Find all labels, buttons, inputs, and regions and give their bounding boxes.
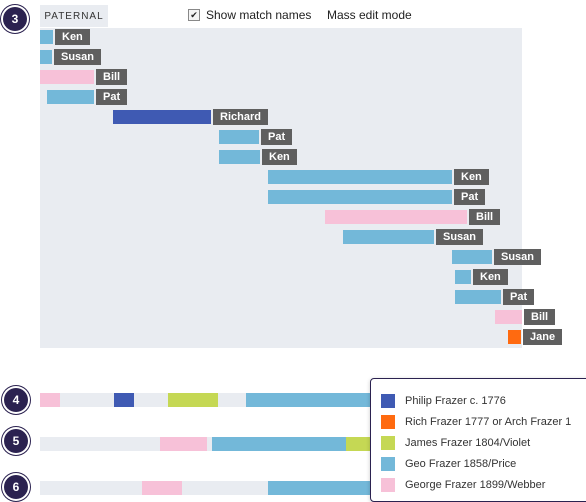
segment-bar[interactable] (455, 270, 471, 284)
show-match-names-option[interactable]: ✔ Show match names (188, 8, 311, 22)
segment-name-label[interactable]: Bill (469, 209, 501, 225)
segment-bar[interactable] (40, 50, 52, 64)
legend-swatch (381, 436, 395, 450)
segment-bar[interactable] (343, 230, 434, 244)
segment-bar[interactable] (268, 190, 452, 204)
legend-item[interactable]: George Frazer 1899/Webber (381, 477, 545, 493)
segment-bar[interactable] (325, 210, 467, 224)
segment-bar[interactable] (40, 70, 94, 84)
segment-name-label[interactable]: Susan (494, 249, 542, 265)
segment-bar[interactable] (452, 250, 492, 264)
legend-swatch (381, 394, 395, 408)
segment-bar[interactable] (40, 30, 53, 44)
segment-bar[interactable] (40, 393, 60, 407)
mass-edit-mode-label: Mass edit mode (327, 8, 412, 22)
ancestor-legend-popup: Philip Frazer c. 1776 Rich Frazer 1777 o… (370, 378, 586, 502)
segment-name-label[interactable]: Ken (55, 29, 90, 45)
legend-item[interactable]: Geo Frazer 1858/Price (381, 456, 516, 472)
segment-name-label[interactable]: Susan (54, 49, 102, 65)
segment-bar[interactable] (168, 393, 218, 407)
legend-item[interactable]: Philip Frazer c. 1776 (381, 393, 506, 409)
legend-label: George Frazer 1899/Webber (405, 479, 546, 491)
chromosome-number: 4 (12, 393, 20, 407)
chromosome-number: 5 (12, 434, 20, 448)
segment-name-label[interactable]: Bill (524, 309, 556, 325)
segment-name-label[interactable]: Richard (213, 109, 268, 125)
segment-name-label[interactable]: Pat (503, 289, 535, 305)
segment-bar[interactable] (219, 130, 259, 144)
segment-name-label[interactable]: Pat (96, 89, 128, 105)
segment-bar[interactable] (114, 393, 134, 407)
segment-bar[interactable] (47, 90, 94, 104)
segment-name-label[interactable]: Ken (262, 149, 297, 165)
legend-item[interactable]: Rich Frazer 1777 or Arch Frazer 1 (381, 414, 571, 430)
segment-name-label[interactable]: Jane (523, 329, 563, 345)
segment-bar[interactable] (508, 330, 521, 344)
chromosome-number-badge: 3 (3, 7, 27, 31)
legend-label: Philip Frazer c. 1776 (405, 395, 506, 407)
segment-name-label[interactable]: Bill (96, 69, 128, 85)
chromosome-number-badge: 5 (4, 429, 28, 453)
segment-bar[interactable] (268, 170, 452, 184)
segment-bar[interactable] (113, 110, 211, 124)
legend-label: Rich Frazer 1777 or Arch Frazer 1 (405, 416, 572, 428)
chromosome-number: 6 (12, 480, 20, 494)
chromosome-tab-paternal[interactable]: PATERNAL (40, 5, 108, 27)
segment-bar[interactable] (268, 481, 370, 495)
chromosome-number-badge: 6 (4, 475, 28, 499)
legend-label: Geo Frazer 1858/Price (405, 458, 517, 470)
segment-bar[interactable] (346, 437, 370, 451)
segment-bar[interactable] (142, 481, 182, 495)
segment-bar[interactable] (495, 310, 522, 324)
segment-bar[interactable] (455, 290, 501, 304)
segment-name-label[interactable]: Susan (436, 229, 484, 245)
segment-bar[interactable] (160, 437, 207, 451)
legend-label: James Frazer 1804/Violet (405, 437, 531, 449)
mass-edit-mode-button[interactable]: Mass edit mode (327, 8, 412, 22)
segment-name-label[interactable]: Ken (473, 269, 508, 285)
legend-item[interactable]: James Frazer 1804/Violet (381, 435, 530, 451)
segment-name-label[interactable]: Pat (261, 129, 293, 145)
segment-bar[interactable] (219, 150, 260, 164)
legend-swatch (381, 478, 395, 492)
chromosome-number: 3 (11, 12, 19, 26)
legend-swatch (381, 457, 395, 471)
segment-name-label[interactable]: Pat (454, 189, 486, 205)
show-match-names-label: Show match names (206, 8, 312, 22)
segment-bar[interactable] (212, 437, 346, 451)
chromosome-number-badge: 4 (4, 388, 28, 412)
segment-name-label[interactable]: Ken (454, 169, 489, 185)
show-match-names-checkbox[interactable]: ✔ (188, 9, 200, 21)
legend-swatch (381, 415, 395, 429)
segment-bar[interactable] (246, 393, 370, 407)
